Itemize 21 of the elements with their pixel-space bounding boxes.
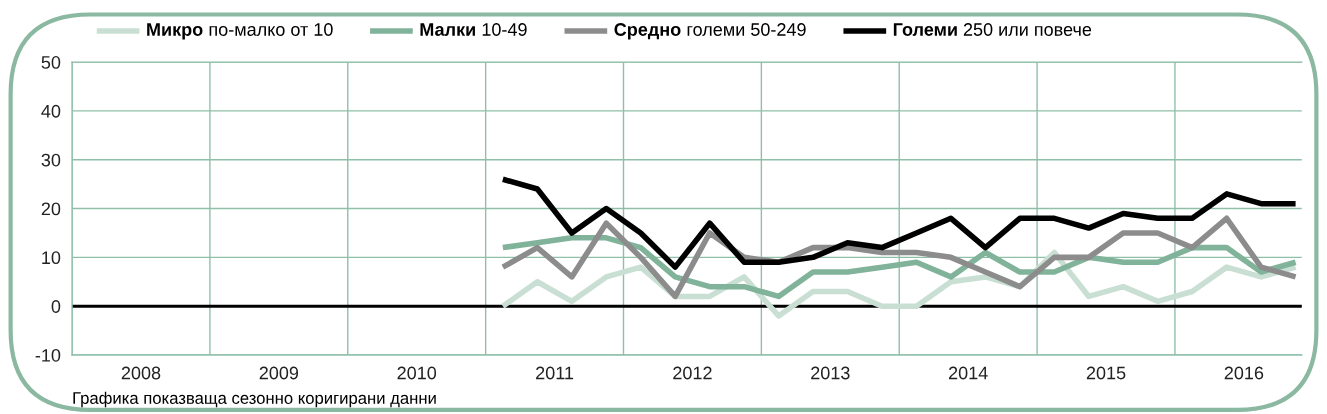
x-tick-label: 2012 bbox=[673, 366, 712, 380]
y-tick-label: 30 bbox=[41, 153, 61, 167]
x-tick-label: 2010 bbox=[397, 366, 437, 380]
x-tick-label: 2011 bbox=[536, 366, 574, 380]
y-tick-label: 10 bbox=[42, 251, 61, 265]
legend-label: Микро по-малко от 10 bbox=[147, 23, 333, 40]
x-tick-label: 2009 bbox=[259, 366, 299, 380]
y-tick-label: 50 bbox=[41, 56, 61, 69]
x-tick-label: 2015 bbox=[1086, 366, 1126, 380]
x-tick-label: 2016 bbox=[1224, 366, 1264, 380]
x-tick-label: 2013 bbox=[811, 366, 850, 380]
y-tick-label: 20 bbox=[41, 202, 61, 216]
text: Графика показваща сезонно коригирани данни bbox=[73, 391, 436, 408]
y-tick-label: -10 bbox=[35, 348, 61, 362]
legend-label: Големи 250 или повече bbox=[893, 23, 1092, 36]
y-tick-label: 40 bbox=[41, 104, 61, 118]
legend-label: Средно големи 50-249 bbox=[614, 23, 806, 40]
x-tick-label: 2014 bbox=[948, 366, 988, 380]
y-tick-label: 0 bbox=[51, 300, 61, 313]
legend-label: Малки 10-49 bbox=[420, 23, 527, 36]
x-tick-label: 2008 bbox=[121, 366, 161, 380]
